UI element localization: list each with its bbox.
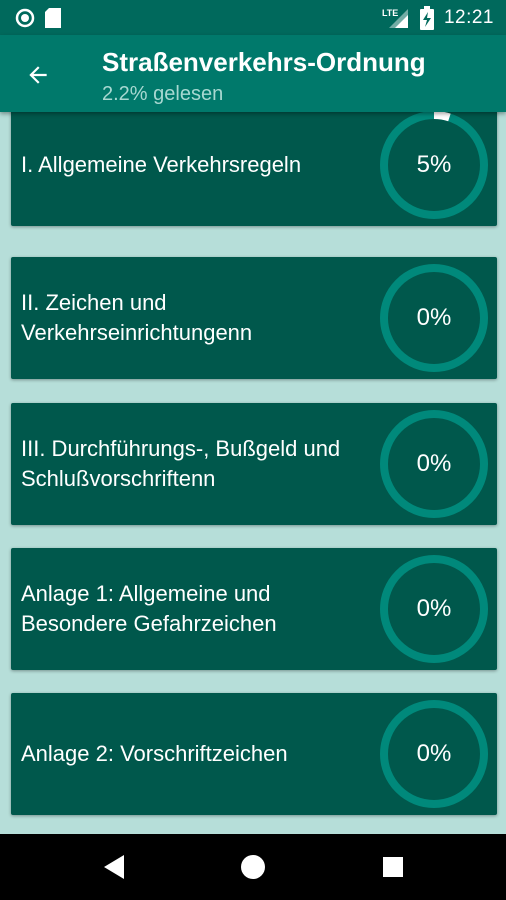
status-bar: LTE 12:21 xyxy=(0,0,506,35)
chapter-card-1[interactable]: I. Allgemeine Verkehrsregeln 5% xyxy=(11,112,497,226)
ring-track xyxy=(380,264,488,372)
back-button[interactable] xyxy=(18,55,58,95)
nav-back-button[interactable] xyxy=(84,834,144,900)
chapter-label: Anlage 2: Vorschriftzeichen xyxy=(21,741,288,766)
ring-track xyxy=(380,410,488,518)
nav-recents-button[interactable] xyxy=(363,834,423,900)
progress-percent: 0% xyxy=(416,304,452,331)
progress-ring: 0% xyxy=(379,263,489,373)
nav-home-button[interactable] xyxy=(223,834,283,900)
progress-ring: 5% xyxy=(379,112,489,220)
progress-percent: 5% xyxy=(416,151,452,178)
app-bar: Straßenverkehrs-Ordnung 2.2% gelesen xyxy=(0,35,506,112)
home-circle-icon xyxy=(241,855,265,879)
progress-ring-graphic xyxy=(380,700,488,808)
progress-percent: 0% xyxy=(416,595,452,622)
status-right: LTE 12:21 xyxy=(381,0,494,35)
signal-indicator: LTE xyxy=(381,7,410,29)
ring-track xyxy=(380,555,488,663)
chapter-card-4[interactable]: Anlage 1: Allgemeine und Besondere Gefah… xyxy=(11,548,497,670)
chapter-label: III. Durchführungs-, Bußgeld und Schlußv… xyxy=(21,436,341,491)
progress-ring: 0% xyxy=(379,409,489,519)
progress-ring: 0% xyxy=(379,554,489,664)
back-triangle-icon xyxy=(104,855,124,879)
progress-percent: 0% xyxy=(416,740,452,767)
chapter-list: I. Allgemeine Verkehrsregeln 5% II. Zeic… xyxy=(0,112,506,834)
ring-track xyxy=(380,700,488,808)
arrow-back-icon xyxy=(29,66,47,84)
progress-ring-graphic xyxy=(380,264,488,372)
page-title: Straßenverkehrs-Ordnung xyxy=(102,47,426,77)
status-left xyxy=(15,8,61,28)
battery-icon xyxy=(419,5,434,30)
progress-ring: 0% xyxy=(379,699,489,809)
read-progress-subtitle: 2.2% gelesen xyxy=(102,83,224,105)
network-type-label: LTE xyxy=(381,7,399,18)
chapter-card-5[interactable]: Anlage 2: Vorschriftzeichen 0% xyxy=(11,693,497,815)
progress-ring-graphic xyxy=(380,112,488,219)
progress-percent: 0% xyxy=(416,450,452,477)
chapter-label: Anlage 1: Allgemeine und Besondere Gefah… xyxy=(21,581,277,636)
chapter-card-2[interactable]: II. Zeichen und Verkehrseinrichtungenn 0… xyxy=(11,257,497,379)
clock: 12:21 xyxy=(443,6,494,28)
record-icon xyxy=(15,8,35,28)
progress-ring-graphic xyxy=(380,410,488,518)
chapter-label: II. Zeichen und Verkehrseinrichtungenn xyxy=(21,290,253,345)
progress-ring-graphic xyxy=(380,555,488,663)
ring-progress-arc xyxy=(380,112,488,219)
sd-card-icon xyxy=(45,8,61,28)
navigation-bar xyxy=(0,834,506,900)
chapter-card-3[interactable]: III. Durchführungs-, Bußgeld und Schlußv… xyxy=(11,403,497,525)
signal-icon xyxy=(388,8,408,28)
recents-square-icon xyxy=(383,857,403,877)
chapter-label: I. Allgemeine Verkehrsregeln xyxy=(21,152,302,177)
